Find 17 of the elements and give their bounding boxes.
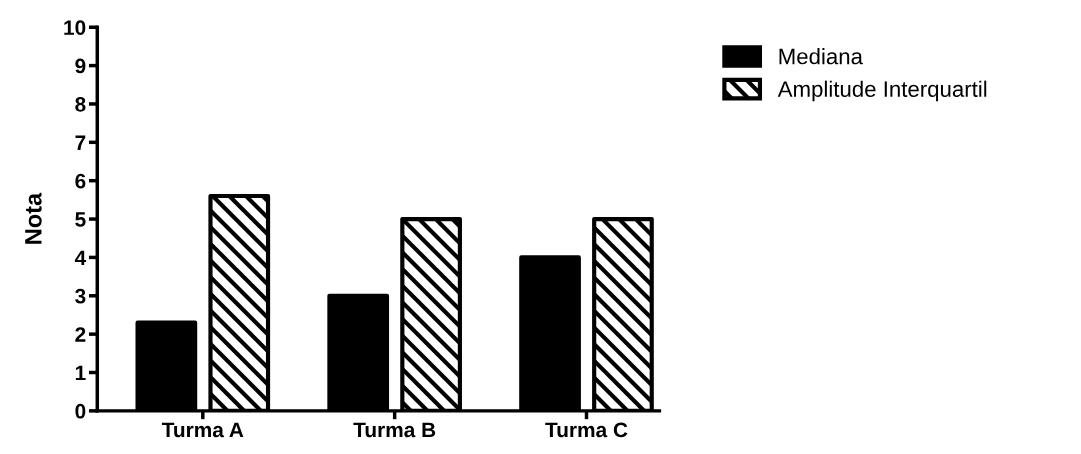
y-tick-label: 1 [75,365,86,381]
y-tick-label: 4 [74,250,87,265]
legend-label: Mediana [779,48,863,65]
y-tick-label: 7 [75,135,86,150]
y-tick-label: 2 [75,327,86,342]
y-tick-label: 0 [75,403,86,419]
x-tick-label: Turma B [353,422,436,438]
y-tick-label: 9 [75,58,86,74]
legend-label: Amplitude Interquartil [777,80,987,102]
y-tick-label: 10 [64,20,86,35]
x-tick-label: Turma A [161,422,244,438]
y-axis-title: Nota [25,192,42,244]
x-tick-label: Turma C [545,422,628,438]
y-tick-label: 8 [75,96,86,112]
y-tick-label: 6 [75,173,86,189]
y-tick-label: 5 [75,212,86,227]
y-tick-label: 3 [75,288,86,304]
